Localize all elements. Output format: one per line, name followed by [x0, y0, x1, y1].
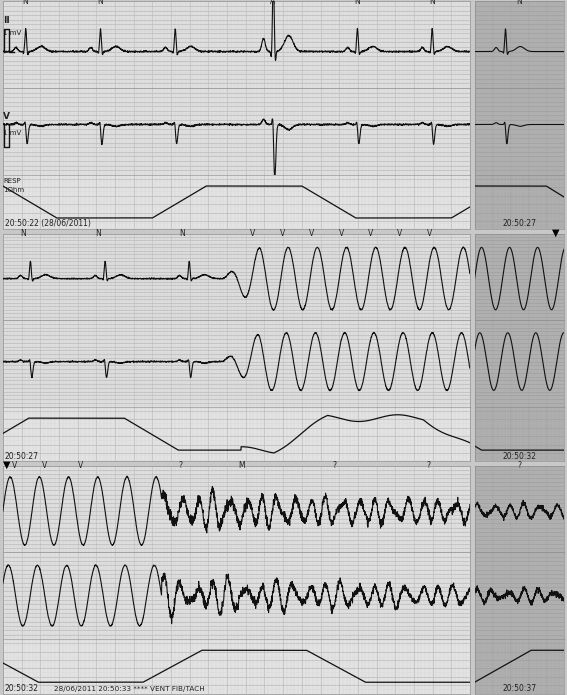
- Text: V: V: [338, 229, 344, 238]
- Text: N: N: [97, 0, 103, 6]
- Text: 20:50:27: 20:50:27: [5, 452, 39, 461]
- Text: RESP: RESP: [3, 178, 21, 183]
- Text: 1Ohm: 1Ohm: [3, 187, 24, 193]
- Text: 20:50:32: 20:50:32: [5, 684, 39, 693]
- Text: II: II: [3, 16, 10, 25]
- Text: N: N: [95, 229, 101, 238]
- Text: V: V: [78, 461, 83, 470]
- Text: V: V: [308, 229, 314, 238]
- Text: N: N: [179, 229, 185, 238]
- Text: V: V: [3, 112, 10, 121]
- Text: V: V: [397, 229, 403, 238]
- Text: 20:50:22 (28/06/2011): 20:50:22 (28/06/2011): [5, 220, 91, 229]
- Text: ?: ?: [333, 461, 337, 470]
- Text: 20:50:37: 20:50:37: [502, 684, 536, 693]
- Text: V: V: [12, 461, 18, 470]
- Text: V: V: [280, 229, 285, 238]
- Text: 28/06/2011 20:50:33 **** VENT FIB/TACH: 28/06/2011 20:50:33 **** VENT FIB/TACH: [54, 686, 205, 692]
- Text: V: V: [43, 461, 48, 470]
- Text: ?: ?: [426, 461, 430, 470]
- Text: A: A: [270, 0, 276, 6]
- Text: M: M: [238, 461, 244, 470]
- Text: N: N: [429, 0, 435, 6]
- Text: 1 mV: 1 mV: [3, 130, 22, 136]
- Text: V: V: [428, 229, 433, 238]
- Text: 1 mV: 1 mV: [3, 30, 22, 36]
- Text: N: N: [517, 0, 522, 6]
- Text: 20:50:27: 20:50:27: [502, 220, 536, 229]
- Text: V: V: [369, 229, 374, 238]
- Text: ▼: ▼: [3, 459, 10, 470]
- Text: 20:50:32: 20:50:32: [502, 452, 536, 461]
- Text: ?: ?: [179, 461, 183, 470]
- Text: V: V: [249, 229, 255, 238]
- Text: ?: ?: [517, 461, 522, 470]
- Text: N: N: [354, 0, 360, 6]
- Text: N: N: [22, 0, 28, 6]
- Text: ▼: ▼: [552, 228, 560, 238]
- Text: N: N: [20, 229, 26, 238]
